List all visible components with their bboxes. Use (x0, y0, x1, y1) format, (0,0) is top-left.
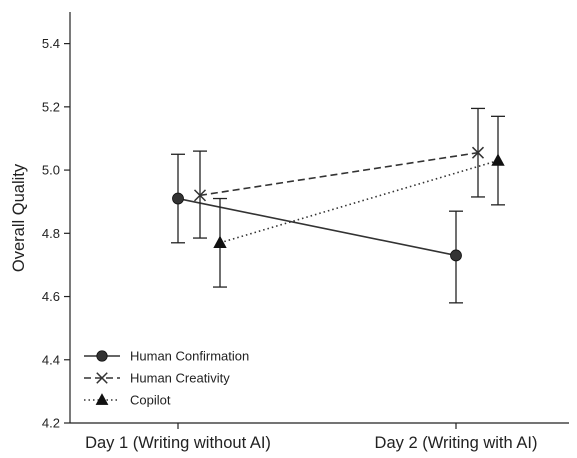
marker-stroke (96, 372, 108, 384)
data-point (471, 146, 485, 159)
y-tick-label: 4.4 (42, 352, 60, 367)
series-copilot (213, 115, 505, 288)
y-tick-label: 5.4 (42, 36, 60, 51)
x-tick-label: Day 1 (Writing without AI) (85, 434, 271, 452)
legend-label: Human Creativity (130, 371, 230, 386)
data-point (172, 192, 184, 205)
legend-item: Human Creativity (84, 371, 230, 386)
series-human-creativity (193, 107, 485, 239)
y-tick-label: 5.2 (42, 99, 60, 114)
data-point (491, 153, 505, 166)
marker-stroke (193, 189, 207, 202)
y-axis-label: Overall Quality (10, 163, 28, 272)
axes (69, 12, 569, 424)
x-tick-label: Day 2 (Writing with AI) (375, 434, 538, 452)
y-ticks: 4.2 4.4 4.6 4.8 5.0 5.2 5.4 (42, 36, 70, 431)
legend-marker (95, 393, 109, 405)
legend: Human Confirmation Human Creativity Copilo… (84, 349, 249, 408)
legend-item: Copilot (84, 393, 171, 408)
series-line (199, 151, 479, 197)
series-layer (171, 107, 505, 304)
series-line (219, 159, 499, 244)
legend-label: Copilot (130, 393, 171, 408)
marker-stroke (471, 146, 485, 159)
y-tick-label: 5.0 (42, 163, 60, 178)
y-tick-label: 4.2 (42, 416, 60, 431)
y-tick-label: 4.6 (42, 289, 60, 304)
data-point (450, 249, 462, 262)
data-point (213, 235, 227, 248)
series-human-confirmation (171, 153, 463, 304)
legend-item: Human Confirmation (84, 349, 249, 364)
legend-label: Human Confirmation (130, 349, 249, 364)
legend-marker (96, 372, 108, 384)
legend-marker (96, 350, 108, 362)
y-tick-label: 4.8 (42, 226, 60, 241)
series-line (177, 197, 457, 257)
data-point (193, 189, 207, 202)
x-ticks: Day 1 (Writing without AI) Day 2 (Writing… (85, 423, 537, 452)
